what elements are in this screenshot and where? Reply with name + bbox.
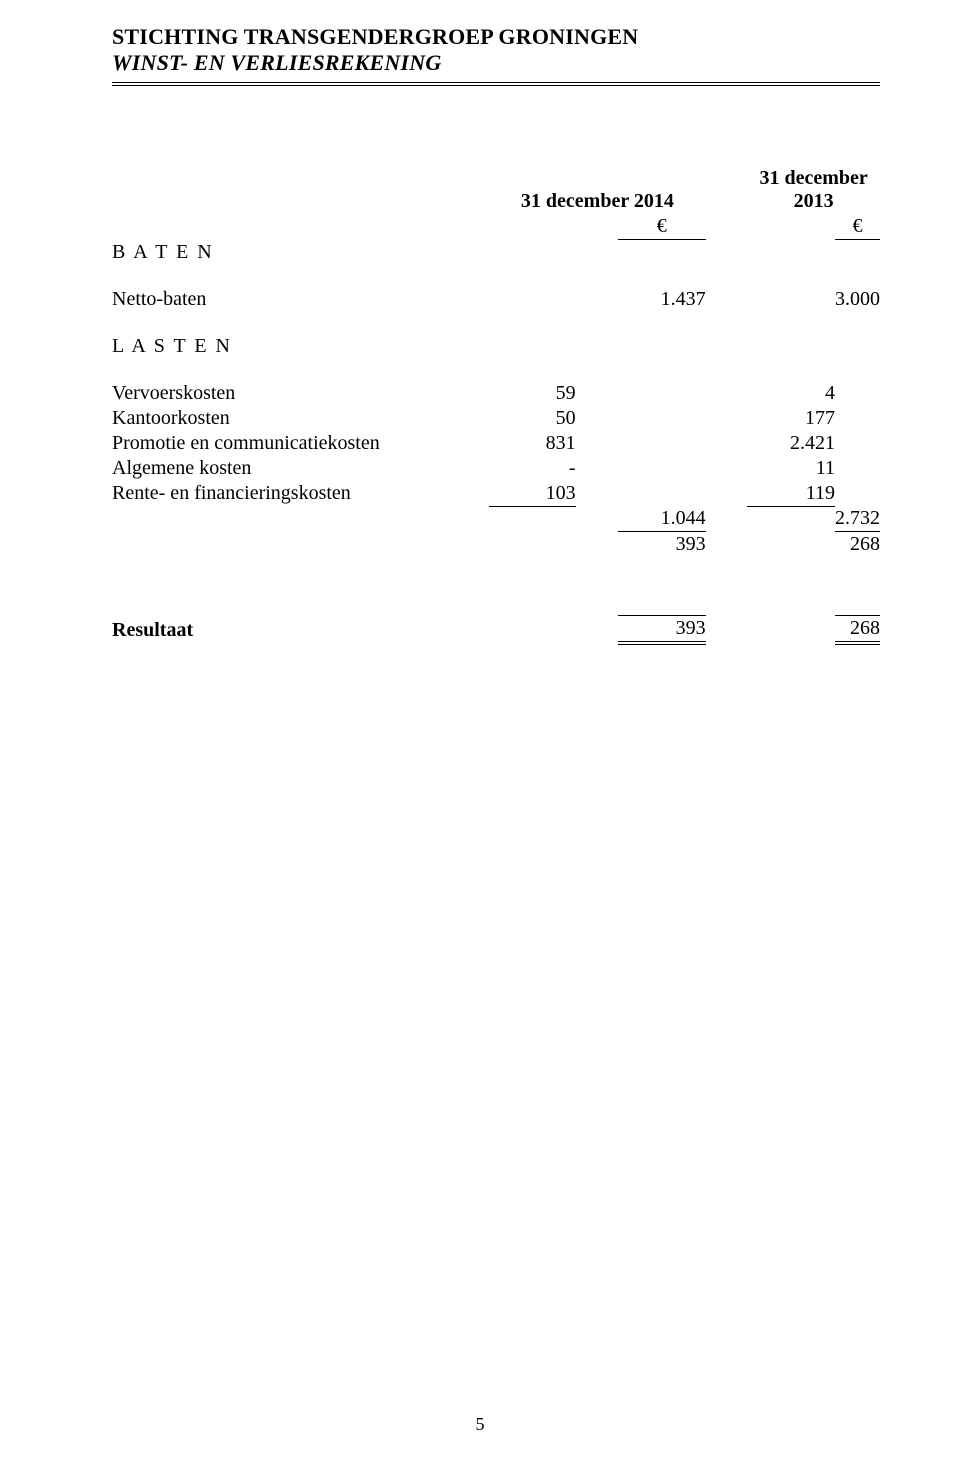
row-rente: Rente- en financieringskosten 103 119 bbox=[112, 481, 880, 507]
financial-table: 31 december 2014 31 december 2013 € € B … bbox=[112, 166, 880, 645]
column-header-row: 31 december 2014 31 december 2013 bbox=[112, 166, 880, 214]
diff-v2: 268 bbox=[835, 532, 880, 558]
currency-1: € bbox=[618, 214, 706, 240]
kantoor-label: Kantoorkosten bbox=[112, 406, 489, 431]
kantoor-v1: 50 bbox=[489, 406, 575, 431]
netto-baten-v1: 1.437 bbox=[618, 287, 706, 312]
row-algemene: Algemene kosten - 11 bbox=[112, 456, 880, 481]
algemene-label: Algemene kosten bbox=[112, 456, 489, 481]
netto-baten-label: Netto-baten bbox=[112, 287, 489, 312]
subtotal-v2: 2.732 bbox=[835, 506, 880, 532]
vervoers-label: Vervoerskosten bbox=[112, 381, 489, 406]
promotie-label: Promotie en communicatiekosten bbox=[112, 431, 489, 456]
rente-v1: 103 bbox=[489, 481, 575, 507]
document-header: STICHTING TRANSGENDERGROEP GRONINGEN WIN… bbox=[112, 24, 880, 86]
currency-2: € bbox=[835, 214, 880, 240]
row-netto-baten: Netto-baten 1.437 3.000 bbox=[112, 287, 880, 312]
section-baten: B A T E N bbox=[112, 240, 880, 265]
page-container: STICHTING TRANSGENDERGROEP GRONINGEN WIN… bbox=[0, 0, 960, 1459]
document-subtitle: WINST- EN VERLIESREKENING bbox=[112, 50, 880, 76]
header-rule bbox=[112, 82, 880, 86]
row-diff: 393 268 bbox=[112, 532, 880, 558]
currency-row: € € bbox=[112, 214, 880, 240]
row-promotie: Promotie en communicatiekosten 831 2.421 bbox=[112, 431, 880, 456]
promotie-v1: 831 bbox=[489, 431, 575, 456]
algemene-v2: 11 bbox=[747, 456, 835, 481]
promotie-v2: 2.421 bbox=[747, 431, 835, 456]
algemene-v1: - bbox=[489, 456, 575, 481]
org-name: STICHTING TRANSGENDERGROEP GRONINGEN bbox=[112, 24, 880, 50]
vervoers-v2: 4 bbox=[747, 381, 835, 406]
kantoor-v2: 177 bbox=[747, 406, 835, 431]
section-lasten: L A S T E N bbox=[112, 334, 880, 359]
diff-v1: 393 bbox=[618, 532, 706, 558]
rente-v2: 119 bbox=[747, 481, 835, 507]
row-kantoor: Kantoorkosten 50 177 bbox=[112, 406, 880, 431]
page-number: 5 bbox=[0, 1414, 960, 1435]
row-subtotal: 1.044 2.732 bbox=[112, 506, 880, 532]
resultaat-v2: 268 bbox=[835, 616, 880, 644]
baten-label: B A T E N bbox=[112, 240, 489, 265]
lasten-label: L A S T E N bbox=[112, 334, 489, 359]
subtotal-v1: 1.044 bbox=[618, 506, 706, 532]
resultaat-label: Resultaat bbox=[112, 616, 489, 644]
vervoers-v1: 59 bbox=[489, 381, 575, 406]
rente-label: Rente- en financieringskosten bbox=[112, 481, 489, 507]
row-vervoers: Vervoerskosten 59 4 bbox=[112, 381, 880, 406]
resultaat-v1: 393 bbox=[618, 616, 706, 644]
col2-header: 31 december 2013 bbox=[747, 166, 880, 214]
col1-header: 31 december 2014 bbox=[489, 166, 705, 214]
netto-baten-v2: 3.000 bbox=[835, 287, 880, 312]
row-resultaat: Resultaat 393 268 bbox=[112, 616, 880, 644]
